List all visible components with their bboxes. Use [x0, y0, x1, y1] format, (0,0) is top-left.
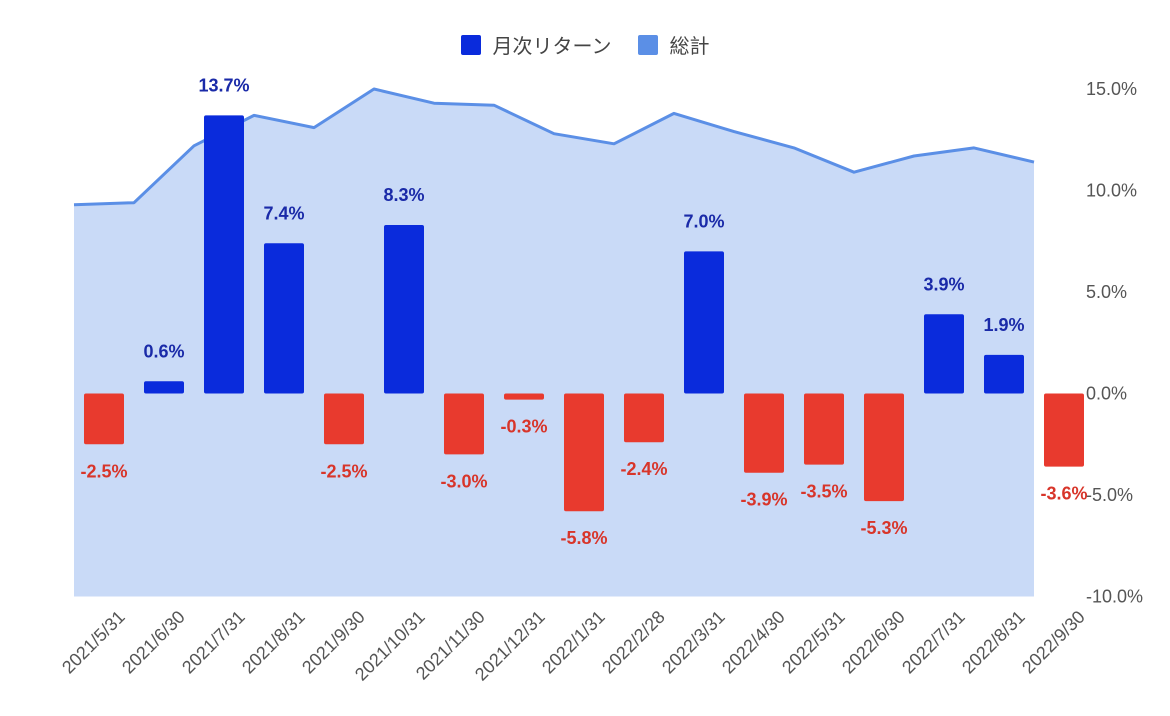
bar-2022/8/31[interactable] — [984, 354, 1024, 394]
y-tick-label: 10.0% — [1086, 181, 1137, 201]
bar-2021/8/31[interactable] — [264, 243, 304, 394]
bar-2022/5/31[interactable] — [804, 393, 844, 465]
x-tick-label: 2022/5/31 — [778, 607, 849, 678]
data-label-2022/4/30: -3.9% — [740, 490, 787, 510]
bar-2022/2/28[interactable] — [624, 393, 664, 443]
y-tick-label: 5.0% — [1086, 282, 1127, 302]
data-label-2022/3/31: 7.0% — [683, 211, 724, 231]
x-tick-label: 2021/8/31 — [238, 607, 309, 678]
legend-swatch-monthly-return — [460, 34, 481, 55]
bar-2021/6/30[interactable] — [144, 381, 184, 394]
x-tick-label: 2022/2/28 — [598, 607, 669, 678]
data-label-2021/8/31: 7.4% — [263, 203, 304, 223]
x-tick-label: 2022/7/31 — [898, 607, 969, 678]
data-label-2021/11/30: -3.0% — [440, 471, 487, 491]
bar-2021/9/30[interactable] — [324, 393, 364, 445]
legend: 月次リターン 総計 — [0, 30, 1170, 59]
data-label-2022/2/28: -2.4% — [620, 459, 667, 479]
bar-2021/11/30[interactable] — [444, 393, 484, 455]
legend-label-monthly-return: 月次リターン — [492, 34, 612, 58]
y-axis: 15.0% 10.0% 5.0% 0.0% -5.0% -10.0% — [1086, 79, 1143, 607]
bar-2022/1/31[interactable] — [564, 393, 604, 512]
x-tick-label: 2022/3/31 — [658, 607, 729, 678]
bar-2022/6/30[interactable] — [864, 393, 904, 502]
bar-layer — [84, 115, 1084, 512]
total-area — [74, 89, 1034, 597]
bar-2022/7/31[interactable] — [924, 314, 964, 394]
x-tick-label: 2022/9/30 — [1018, 607, 1089, 678]
legend-item-monthly-return[interactable]: 月次リターン — [460, 30, 612, 59]
data-label-2021/5/31: -2.5% — [80, 461, 127, 481]
legend-item-total[interactable]: 総計 — [637, 30, 710, 59]
data-label-2022/6/30: -5.3% — [860, 518, 907, 538]
data-label-2021/10/31: 8.3% — [383, 185, 424, 205]
bar-2022/9/30[interactable] — [1044, 393, 1084, 467]
x-tick-label: 2021/7/31 — [178, 607, 249, 678]
data-label-2021/12/31: -0.3% — [500, 417, 547, 437]
data-label-2021/6/30: 0.6% — [143, 341, 184, 361]
data-label-2021/7/31: 13.7% — [198, 75, 249, 95]
legend-swatch-total — [637, 34, 658, 55]
y-tick-label: 0.0% — [1086, 384, 1127, 404]
x-tick-label: 2022/4/30 — [718, 607, 789, 678]
data-label-2022/1/31: -5.8% — [560, 528, 607, 548]
x-tick-label: 2021/5/31 — [58, 607, 129, 678]
bar-2021/5/31[interactable] — [84, 393, 124, 445]
y-tick-label: 15.0% — [1086, 79, 1137, 99]
bar-2021/7/31[interactable] — [204, 115, 244, 394]
x-tick-label: 2022/1/31 — [538, 607, 609, 678]
bar-2022/4/30[interactable] — [744, 393, 784, 473]
y-tick-label: -10.0% — [1086, 587, 1143, 607]
bar-2022/3/31[interactable] — [684, 251, 724, 394]
x-axis: 2021/5/312021/6/302021/7/312021/8/312021… — [58, 607, 1089, 685]
legend-label-total: 総計 — [669, 34, 710, 58]
data-label-2022/9/30: -3.6% — [1040, 484, 1087, 504]
data-label-2021/9/30: -2.5% — [320, 461, 367, 481]
y-tick-label: -5.0% — [1086, 485, 1133, 505]
data-label-2022/5/31: -3.5% — [800, 482, 847, 502]
data-label-2022/8/31: 1.9% — [983, 315, 1024, 335]
bar-2021/12/31[interactable] — [504, 393, 544, 400]
bar-2021/10/31[interactable] — [384, 225, 424, 394]
x-tick-label: 2022/8/31 — [958, 607, 1029, 678]
data-label-layer: -2.5% 0.6% 13.7% 7.4% -2.5% 8.3% -3.0% -0.3% -5.… — [80, 75, 1087, 548]
x-tick-label: 2022/6/30 — [838, 607, 909, 678]
x-tick-label: 2021/6/30 — [118, 607, 189, 678]
data-label-2022/7/31: 3.9% — [923, 274, 964, 294]
